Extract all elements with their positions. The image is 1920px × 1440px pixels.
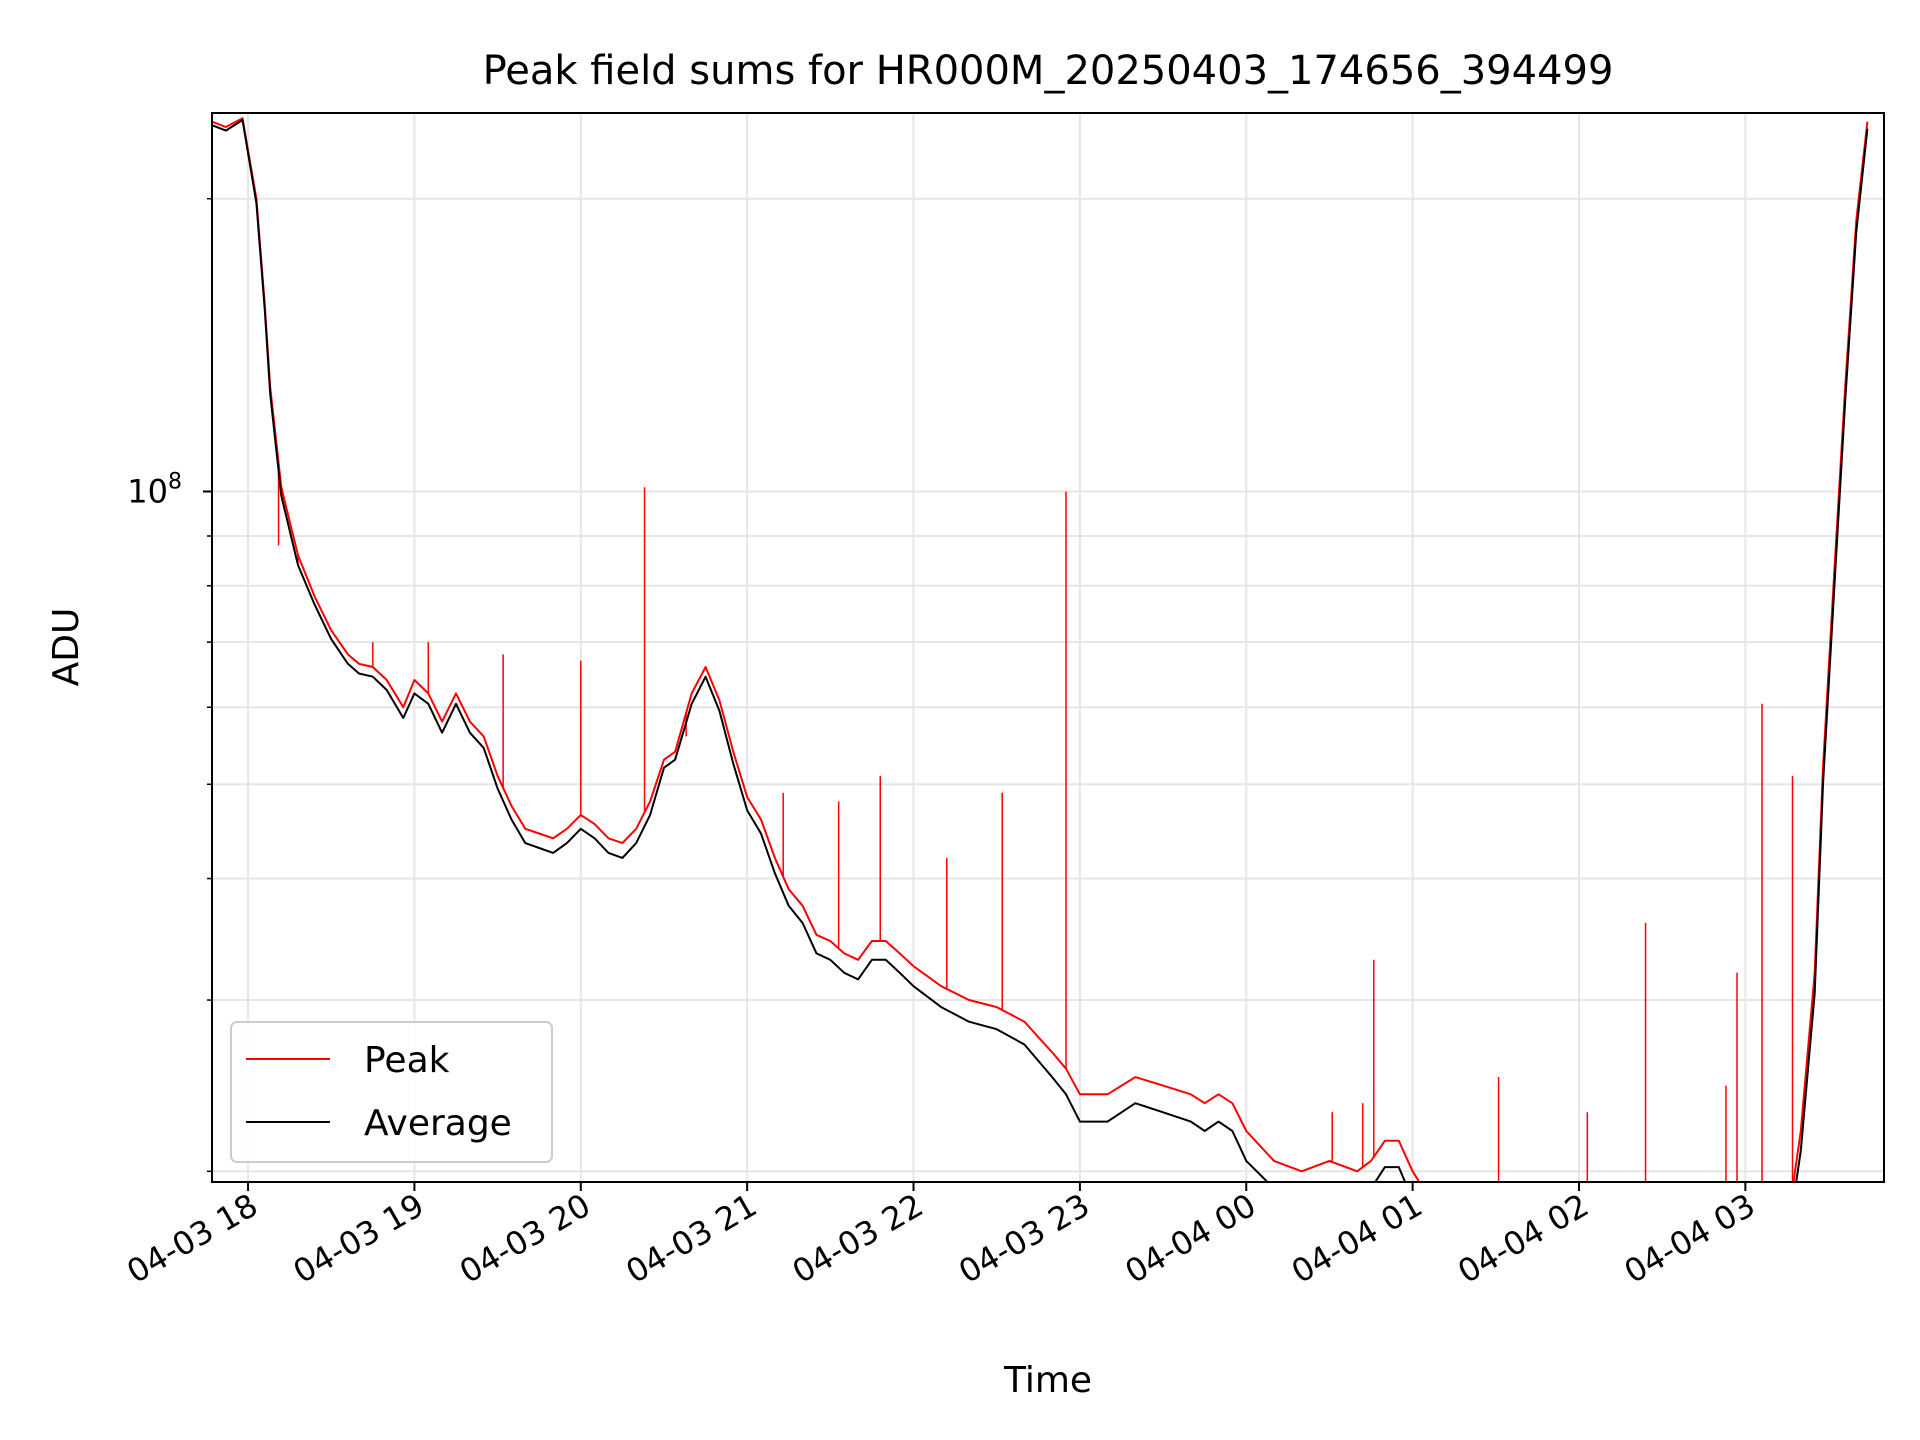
y-axis-label: ADU xyxy=(46,608,87,687)
plot-frame xyxy=(211,112,1885,1183)
chart-title: Peak field sums for HR000M_20250403_1746… xyxy=(483,48,1614,94)
y-axis-ticks: 108 xyxy=(127,197,212,1173)
series-layer xyxy=(212,117,1869,1182)
legend-peak-label: Peak xyxy=(364,1040,450,1081)
y-tick-label-base: 10 xyxy=(127,472,168,510)
legend: Peak Average xyxy=(230,1021,553,1163)
x-axis-label: Time xyxy=(1003,1360,1092,1401)
grid-lines xyxy=(212,113,1884,1182)
y-tick-label: 108 xyxy=(127,469,182,510)
series-peak-line xyxy=(212,117,1869,1182)
y-tick-label-exponent: 8 xyxy=(168,469,182,494)
legend-box xyxy=(230,1021,553,1163)
series-average-line xyxy=(212,119,1869,1182)
legend-average-label: Average xyxy=(364,1103,512,1144)
